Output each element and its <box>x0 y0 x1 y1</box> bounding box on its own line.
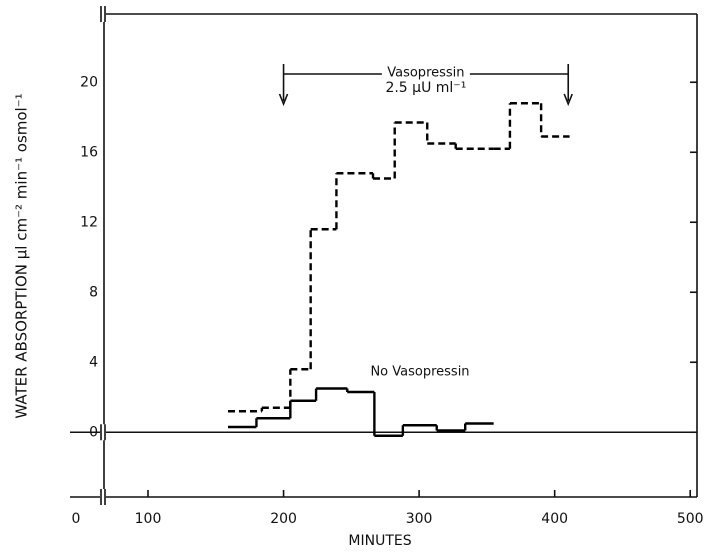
series-label: No Vasopressin <box>370 365 469 380</box>
annotation-label: 2.5 μU ml⁻¹ <box>385 80 466 96</box>
x-tick-label: 0 <box>72 511 81 527</box>
x-tick-label: 500 <box>677 511 704 527</box>
series-label: Vasopressin <box>387 66 464 81</box>
axis-break-gap <box>100 424 106 441</box>
label-bg <box>381 65 470 81</box>
y-tick-label: 0 <box>89 424 98 440</box>
y-tick-label: 8 <box>89 284 98 300</box>
arrow-head <box>278 93 289 107</box>
axis-break-gap <box>100 6 106 22</box>
x-tick-label: 300 <box>406 511 433 527</box>
x-tick-label: 400 <box>541 511 568 527</box>
y-tick-label: 4 <box>89 354 98 370</box>
arrow-head <box>563 93 573 107</box>
x-tick-label: 200 <box>270 511 297 527</box>
y-axis-label: WATER ABSORPTION μl cm⁻² min⁻¹ osmol⁻¹ <box>13 93 31 418</box>
y-tick-label: 20 <box>80 74 98 90</box>
x-tick-label: 100 <box>135 511 162 527</box>
x-axis-label: MINUTES <box>348 533 411 549</box>
y-tick-label: 16 <box>80 144 98 160</box>
axis-break-gap <box>100 489 106 505</box>
y-tick-label: 12 <box>80 214 98 230</box>
